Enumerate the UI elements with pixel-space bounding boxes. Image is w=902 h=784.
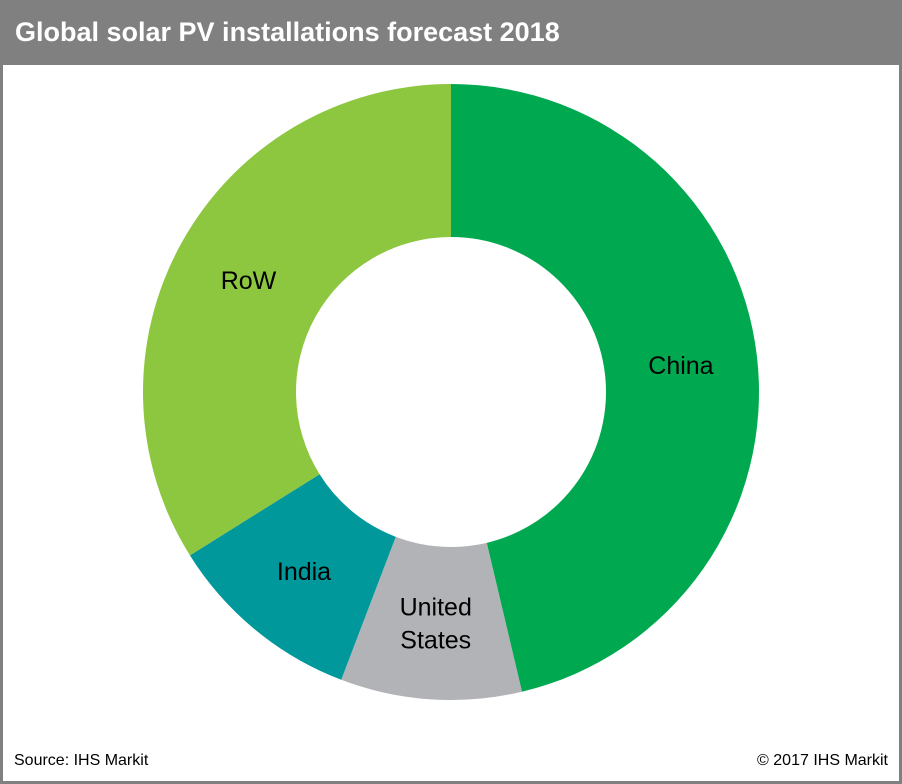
slice-india [189,474,396,680]
copyright-note: © 2017 IHS Markit [757,752,888,769]
slice-label-india: India [277,558,331,586]
chart-title: Global solar PV installations forecast 2… [15,17,560,47]
title-bar: Global solar PV installations forecast 2… [3,3,899,65]
slice-row [143,84,451,556]
slice-china [451,84,759,692]
slice-united-states [341,536,522,700]
slice-label-row: RoW [221,267,277,295]
slice-label-china: China [648,352,713,380]
slice-label-united-states: United States [400,593,472,654]
source-note: Source: IHS Markit [14,752,149,769]
